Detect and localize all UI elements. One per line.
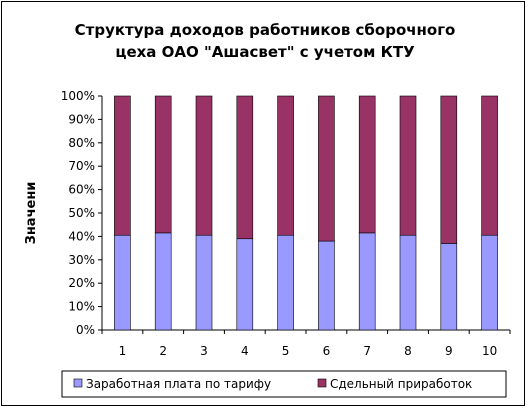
bar-bonus <box>440 95 458 244</box>
x-tick-label: 6 <box>323 344 331 358</box>
bar-tariff <box>195 234 213 331</box>
y-tick-label: 60% <box>68 183 95 197</box>
y-tick-label: 90% <box>68 112 95 126</box>
bar-bonus <box>481 95 498 236</box>
x-tick-label: 8 <box>404 344 412 358</box>
legend-label: Сдельный приработок <box>330 377 472 391</box>
y-tick-label: 100% <box>61 89 95 103</box>
plot-area: 0% 10% 20% 30% 40% 50% 60% 70% 80% 90% 100% 1 2 3 4 5 6 7… <box>61 89 511 358</box>
bar-tariff <box>440 243 458 331</box>
bar-bonus <box>277 95 294 236</box>
y-tick-label: 20% <box>68 276 95 290</box>
x-tick-label: 5 <box>282 344 290 358</box>
x-tick-label: 2 <box>159 344 167 358</box>
x-tick-label: 4 <box>241 344 249 358</box>
x-tick-label: 10 <box>482 344 497 358</box>
bar-tariff <box>277 234 294 331</box>
bar-bonus <box>318 95 335 242</box>
y-tick-label: 40% <box>68 229 95 243</box>
bar-tariff <box>399 234 417 331</box>
bar-tariff <box>481 234 498 331</box>
bar-bonus <box>399 95 417 236</box>
bar-tariff <box>358 232 376 331</box>
legend: Заработная плата по тарифу Сдельный прира… <box>61 370 507 398</box>
bar-bonus <box>358 95 376 234</box>
chart-title-line-2: цеха ОАО "Ашасвет" с учетом КТУ <box>115 43 415 61</box>
legend-swatch <box>317 378 327 388</box>
x-tick-label: 9 <box>445 344 453 358</box>
chart-title: Структура доходов работников сборочного … <box>75 21 456 61</box>
bar-tariff <box>114 234 131 331</box>
bar-tariff <box>318 240 335 331</box>
x-tick-label: 7 <box>363 344 371 358</box>
y-tick-label: 30% <box>68 253 95 267</box>
chart-title-line-1: Структура доходов работников сборочного <box>75 21 456 39</box>
bar-tariff <box>154 232 172 331</box>
y-tick-label: 0% <box>76 323 95 337</box>
y-tick-label: 70% <box>68 159 95 173</box>
legend-label: Заработная плата по тарифу <box>86 377 271 391</box>
x-tick-label: 3 <box>200 344 208 358</box>
legend-box <box>61 370 507 398</box>
bar-bonus <box>236 95 254 240</box>
bar-bonus <box>114 95 131 236</box>
x-tick-label: 1 <box>119 344 127 358</box>
bar-tariff <box>236 238 254 331</box>
bar-bonus <box>195 95 213 236</box>
y-tick-label: 50% <box>68 206 95 220</box>
legend-swatch <box>73 378 83 388</box>
bar-bonus <box>154 95 172 234</box>
y-tick-label: 10% <box>68 300 95 314</box>
y-axis-label: Значени <box>24 182 39 245</box>
y-tick-label: 80% <box>68 136 95 150</box>
